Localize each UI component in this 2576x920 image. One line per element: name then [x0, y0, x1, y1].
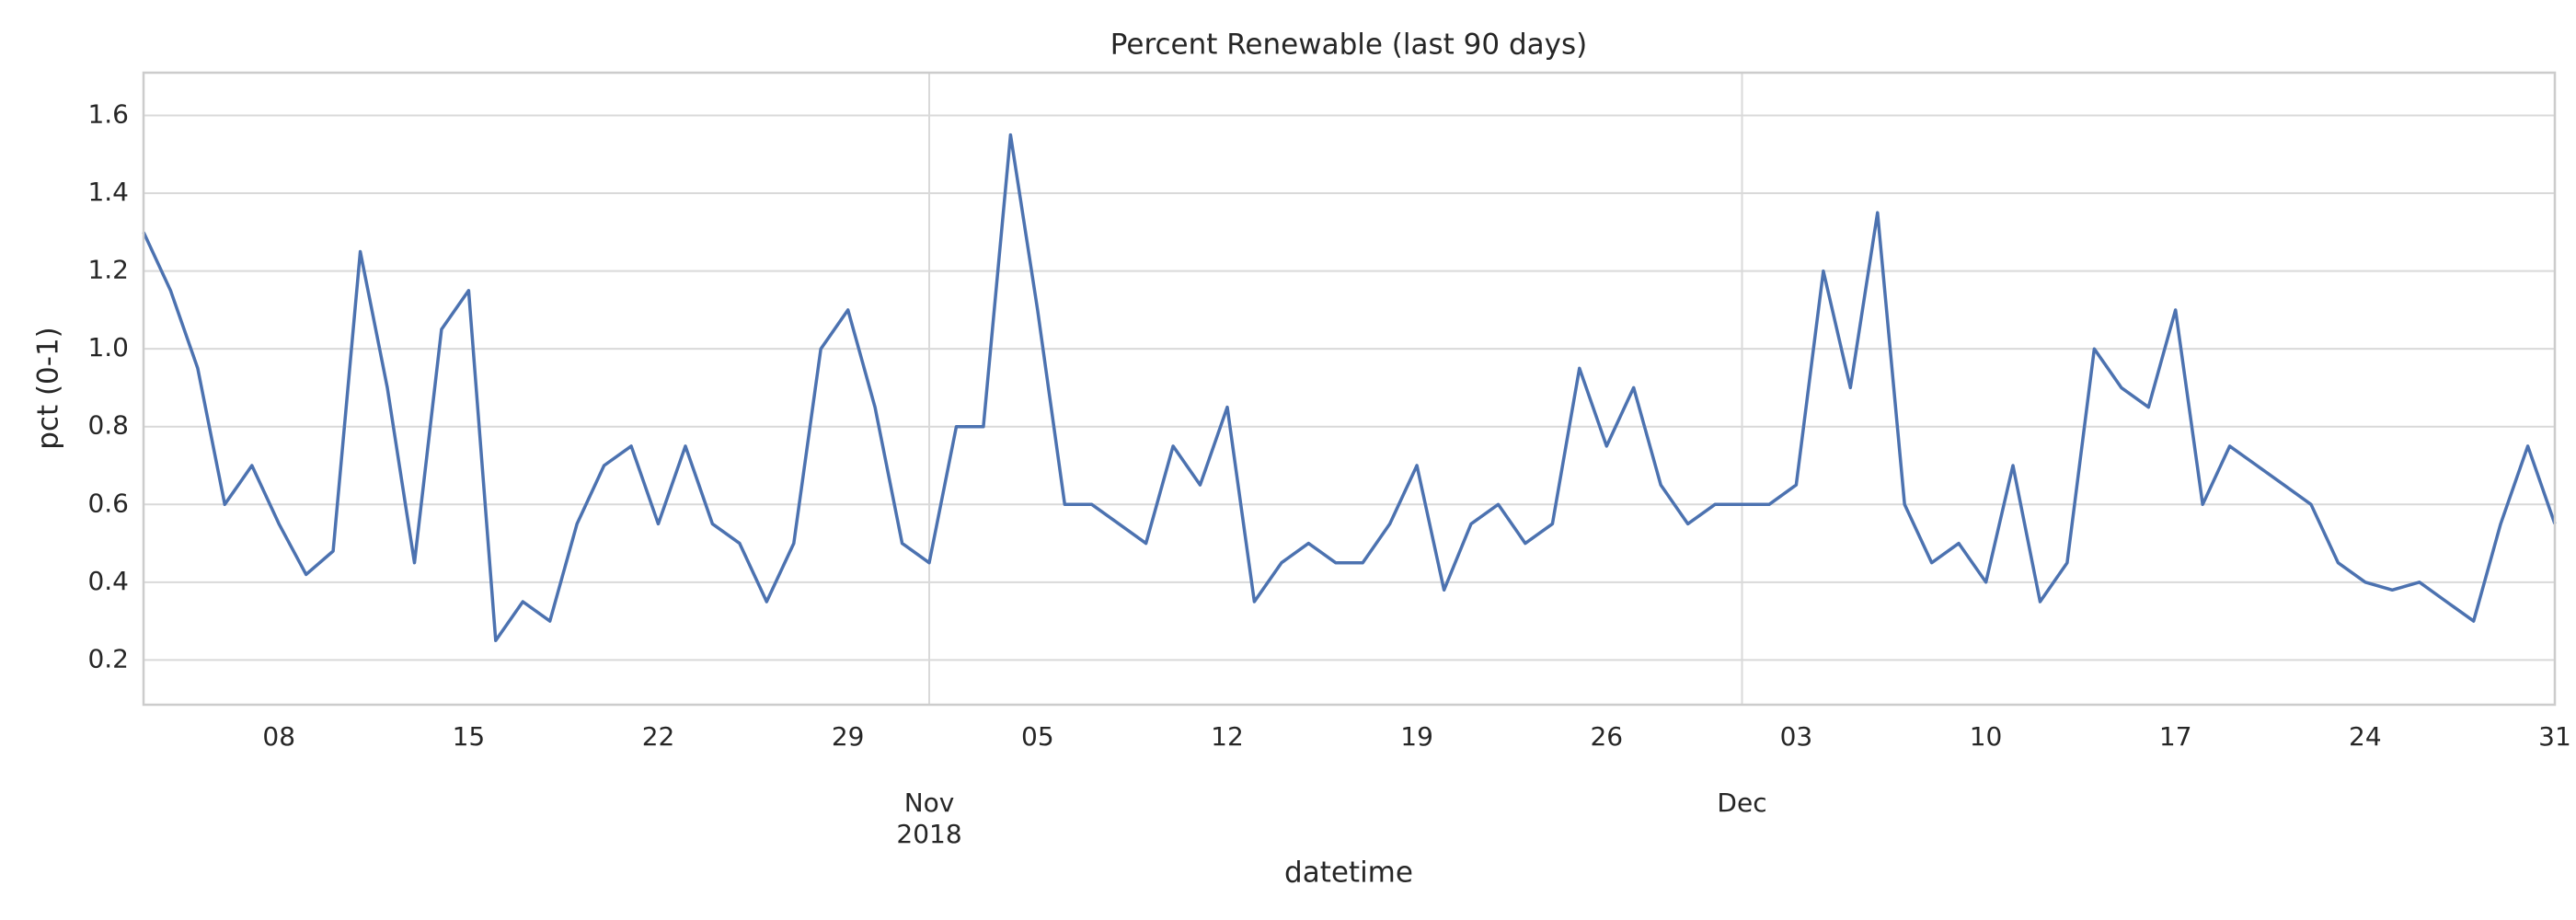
x-tick-label: 05: [1021, 721, 1054, 752]
y-tick-label: 0.2: [87, 643, 129, 673]
y-tick-label: 0.8: [87, 410, 129, 441]
x-major-tick-label: Dec: [1717, 788, 1766, 818]
plot-frame: [142, 71, 2557, 707]
x-tick-label: 15: [453, 721, 486, 752]
y-axis-label: pct (0-1): [32, 327, 65, 450]
x-tick-label: 08: [262, 721, 295, 752]
x-tick-label: 17: [2159, 721, 2192, 752]
chart-title: Percent Renewable (last 90 days): [1110, 29, 1587, 62]
y-tick-label: 1.2: [87, 255, 129, 285]
x-axis-label: datetime: [1284, 857, 1413, 890]
x-tick-label: 22: [642, 721, 675, 752]
x-tick-label: 03: [1780, 721, 1813, 752]
y-tick-label: 0.4: [87, 566, 129, 596]
x-tick-label: 10: [1970, 721, 2003, 752]
x-tick-label: 31: [2538, 721, 2571, 752]
x-tick-label: 24: [2349, 721, 2382, 752]
x-tick-label: 12: [1211, 721, 1244, 752]
y-tick-label: 0.6: [87, 488, 129, 518]
data-line: [142, 132, 2557, 642]
x-tick-label: 19: [1400, 721, 1433, 752]
year-label: 2018: [896, 819, 961, 849]
y-tick-label: 1.4: [87, 177, 129, 207]
x-major-tick-label: Nov: [904, 788, 955, 818]
x-tick-label: 29: [832, 721, 865, 752]
y-tick-label: 1.0: [87, 332, 129, 362]
x-tick-label: 26: [1590, 721, 1623, 752]
y-tick-label: 1.6: [87, 99, 129, 130]
